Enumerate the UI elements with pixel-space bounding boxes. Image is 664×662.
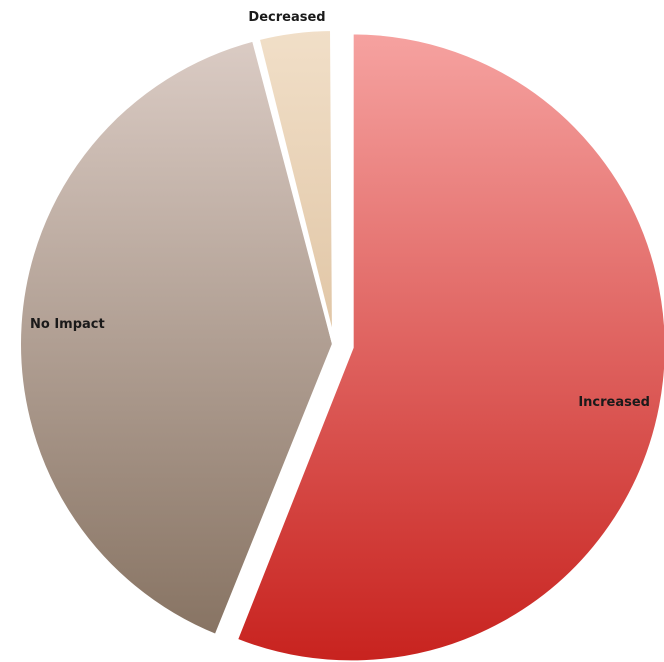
slice-label-increased: Increased — [578, 395, 650, 410]
slice-label-decreased: Decreased — [248, 10, 325, 25]
pie-slice-decreased — [255, 26, 336, 345]
pie-slice-no-impact — [17, 36, 337, 639]
slice-label-no-impact: No Impact — [30, 317, 105, 332]
slices-layer — [17, 26, 664, 662]
pie-slice-increased — [233, 30, 664, 662]
labels-layer: Increased No Impact Decreased — [30, 10, 650, 410]
